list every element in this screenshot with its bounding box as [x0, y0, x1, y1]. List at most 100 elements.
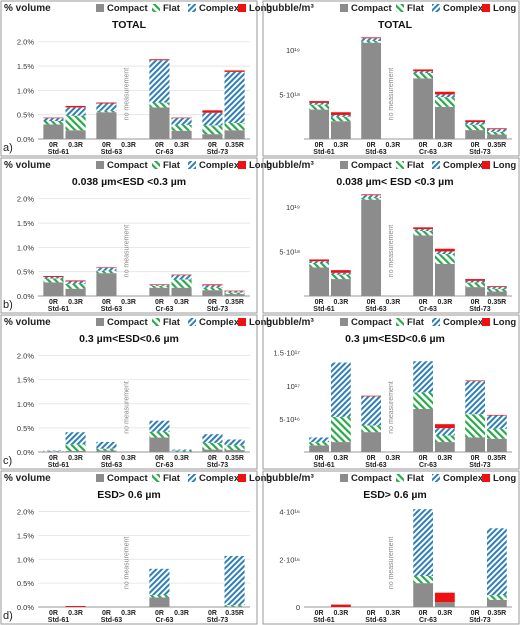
- bar-segment-compact: [43, 451, 64, 453]
- x-tick-sublabel: 0.3R: [68, 299, 83, 306]
- panel-2-0: % volume Compact Flat Complex Long 0.3 µm<ESD…: [0, 314, 272, 470]
- x-tick-sublabel: 0.3R: [174, 299, 189, 306]
- bar-segment-flat: [224, 445, 245, 451]
- bar-segment-compact: [149, 597, 170, 607]
- x-tick-sublabel: 0.3R: [121, 455, 136, 462]
- x-group-label: Std-63: [101, 306, 123, 313]
- bar-segment-compact: [435, 442, 455, 452]
- bar-segment-flat: [96, 110, 117, 113]
- chart-title: TOTAL: [378, 19, 413, 31]
- bar-segment-long: [331, 604, 351, 607]
- bar-segment-long: [96, 102, 117, 104]
- panel-frame: [262, 0, 520, 157]
- bar-segment-compact: [361, 42, 381, 140]
- panel-1-1: bubble/m³ Compact Flat Complex Long 0.038 µm<…: [262, 157, 520, 314]
- x-tick-sublabel: 0R: [102, 142, 111, 149]
- bar-segment-complex: [435, 428, 455, 436]
- bar-segment-flat: [43, 451, 64, 452]
- legend-swatch-flat: [152, 161, 160, 169]
- bar-segment-complex: [361, 38, 381, 41]
- legend-label-complex: Complex: [443, 473, 484, 484]
- x-tick-sublabel: 0R: [471, 299, 480, 306]
- x-group-label: Std-73: [207, 462, 229, 469]
- legend-label-flat: Flat: [163, 473, 181, 484]
- bar-segment-compact: [43, 282, 64, 296]
- y-tick-label: 1.5%: [17, 531, 34, 540]
- legend-swatch-complex: [432, 474, 440, 482]
- x-group-label: Std-61: [313, 617, 335, 624]
- legend-swatch-compact: [96, 474, 104, 482]
- bar-segment-long: [43, 276, 64, 278]
- x-group-label: Std-61: [48, 149, 70, 156]
- legend-label-complex: Complex: [199, 317, 240, 328]
- bar-segment-compact: [224, 606, 245, 608]
- bar-segment-complex: [487, 287, 507, 289]
- bar-segment-flat: [413, 230, 433, 236]
- x-tick-sublabel: 0R: [419, 299, 428, 306]
- bar-segment-complex: [224, 71, 245, 123]
- x-tick-sublabel: 0.35R: [225, 299, 244, 306]
- bar-segment-flat: [96, 270, 117, 274]
- y-axis-label: bubble/m³: [266, 473, 314, 484]
- x-group-label: Cr-63: [156, 617, 174, 624]
- y-axis-label: bubble/m³: [266, 317, 314, 328]
- bar-segment-flat: [224, 605, 245, 607]
- y-tick-label: 5·10¹⁸: [279, 90, 300, 99]
- panel-frame: [0, 470, 258, 625]
- x-group-label: Std-61: [313, 306, 335, 313]
- panel-frame: [262, 157, 520, 314]
- x-group-label: Std-61: [313, 149, 335, 156]
- bar-segment-flat: [361, 197, 381, 200]
- legend-swatch-complex: [188, 4, 196, 12]
- bar-segment-flat: [465, 124, 485, 131]
- bar-segment-flat: [361, 425, 381, 433]
- x-tick-sublabel: 0R: [471, 455, 480, 462]
- x-tick-sublabel: 0.3R: [385, 299, 400, 306]
- y-axis-label: % volume: [4, 160, 51, 171]
- bar-segment-flat: [361, 40, 381, 43]
- bar-segment-flat: [171, 279, 192, 288]
- bar-segment-complex: [413, 509, 433, 576]
- y-tick-label: 4·10¹⁶: [279, 508, 300, 517]
- bar-segment-flat: [149, 285, 170, 288]
- x-tick-sublabel: 0.3R: [68, 142, 83, 149]
- x-tick-sublabel: 0R: [419, 455, 428, 462]
- legend-swatch-long: [482, 4, 490, 12]
- y-axis-label: % volume: [4, 3, 51, 14]
- y-tick-label: 2.0%: [17, 508, 34, 517]
- y-tick-label: 0.0%: [17, 603, 34, 612]
- x-tick-sublabel: 0.3R: [333, 299, 348, 306]
- bar-segment-long: [171, 274, 192, 276]
- y-tick-label: 1.0%: [17, 243, 34, 252]
- bar-segment-flat: [43, 121, 64, 125]
- bar-segment-complex: [202, 434, 223, 443]
- x-tick-sublabel: 0R: [208, 610, 217, 617]
- bar-segment-compact: [202, 134, 223, 139]
- bar-segment-flat: [309, 263, 329, 268]
- x-tick-sublabel: 0R: [208, 455, 217, 462]
- x-group-label: Cr-63: [419, 149, 437, 156]
- legend-label-long: Long: [493, 160, 516, 171]
- y-tick-label: 1.0%: [17, 555, 34, 564]
- no-measurement-note: no measurement: [388, 381, 395, 434]
- bar-segment-complex: [487, 129, 507, 132]
- no-measurement-note: no measurement: [124, 381, 131, 434]
- bar-segment-long: [361, 194, 381, 196]
- legend-label-compact: Compact: [351, 473, 392, 484]
- panel-frame: [0, 314, 258, 470]
- x-tick-sublabel: 0R: [419, 610, 428, 617]
- legend-label-flat: Flat: [407, 473, 425, 484]
- legend-swatch-compact: [340, 161, 348, 169]
- bar-segment-complex: [171, 449, 192, 451]
- x-group-label: Std-73: [207, 617, 229, 624]
- x-group-label: Std-63: [365, 462, 387, 469]
- x-tick-sublabel: 0R: [471, 142, 480, 149]
- x-group-label: Cr-63: [156, 306, 174, 313]
- x-tick-sublabel: 0R: [102, 455, 111, 462]
- x-tick-sublabel: 0R: [49, 455, 58, 462]
- x-tick-sublabel: 0.35R: [488, 610, 507, 617]
- x-tick-sublabel: 0.3R: [121, 142, 136, 149]
- legend-swatch-long: [482, 474, 490, 482]
- y-tick-label: 0.0%: [17, 292, 34, 301]
- chart-title: 0.038 µm< ESD <0.3 µm: [336, 176, 453, 188]
